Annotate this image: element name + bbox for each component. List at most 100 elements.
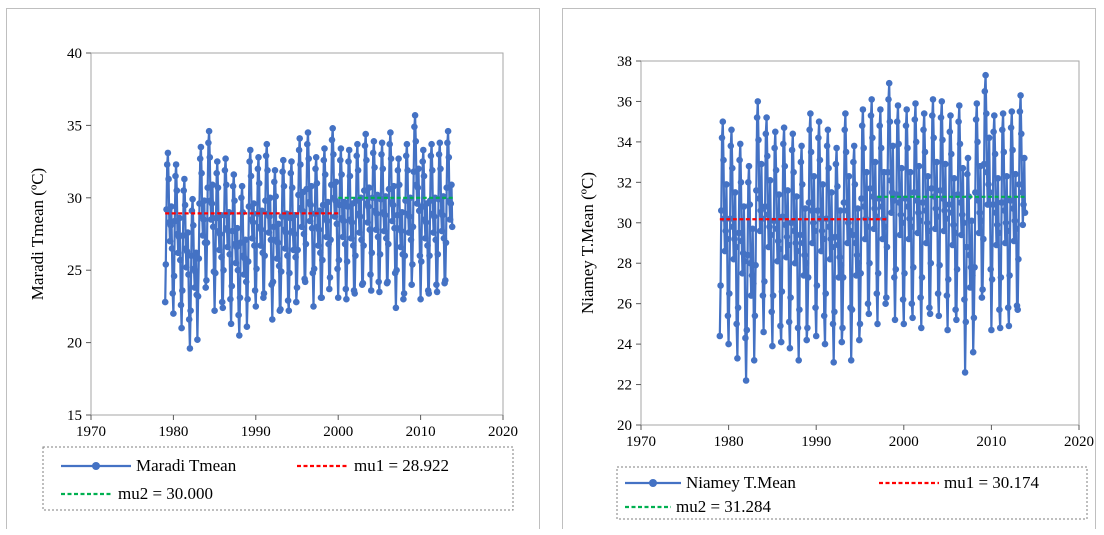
data-point xyxy=(1004,227,1011,235)
data-point xyxy=(231,197,238,204)
data-point xyxy=(229,227,236,235)
data-point xyxy=(788,219,795,227)
data-point xyxy=(413,200,421,207)
data-point xyxy=(295,191,302,199)
data-point xyxy=(942,160,949,168)
data-point xyxy=(966,251,973,259)
data-point xyxy=(902,122,910,129)
data-point xyxy=(181,175,188,183)
data-point xyxy=(318,294,326,302)
data-point xyxy=(996,306,1003,314)
data-point xyxy=(759,292,767,299)
data-point xyxy=(369,149,377,157)
data-point xyxy=(972,116,980,123)
data-point xyxy=(315,242,322,249)
data-point xyxy=(398,227,405,235)
data-point xyxy=(924,173,932,180)
data-point xyxy=(742,334,749,342)
data-point xyxy=(825,164,832,172)
data-point xyxy=(319,201,327,209)
data-point xyxy=(823,142,831,150)
data-point xyxy=(959,164,967,172)
data-point xyxy=(720,156,727,164)
data-point xyxy=(313,180,321,187)
y-tick-label: 22 xyxy=(617,378,632,394)
data-point xyxy=(352,252,359,259)
data-point xyxy=(748,272,756,279)
data-point xyxy=(774,257,781,265)
data-point xyxy=(430,229,437,236)
niamey-chart: 20 22 24 26 28 30 32 34 36 38 1970 1980 1990 2000 2010… xyxy=(578,54,1094,520)
legend-entry: mu2 = 31.284 xyxy=(676,497,772,516)
data-point xyxy=(389,217,396,225)
data-point xyxy=(923,239,930,247)
data-point xyxy=(849,231,856,239)
data-point xyxy=(200,216,207,223)
data-point xyxy=(763,114,770,121)
data-point xyxy=(784,187,791,194)
data-point xyxy=(772,128,779,136)
data-point xyxy=(864,223,871,231)
data-point xyxy=(820,235,827,243)
data-point xyxy=(756,227,764,235)
data-point xyxy=(219,304,227,312)
data-point xyxy=(300,230,308,238)
data-point xyxy=(734,355,741,362)
data-point xyxy=(719,118,727,125)
data-point xyxy=(856,336,863,344)
data-point xyxy=(177,256,184,264)
data-point xyxy=(327,236,334,244)
data-point xyxy=(923,219,931,227)
data-point xyxy=(901,270,908,277)
data-point xyxy=(265,229,273,236)
x-tick-label: 2020 xyxy=(488,424,518,440)
data-point xyxy=(363,156,370,164)
data-point xyxy=(992,209,1000,216)
data-point xyxy=(988,276,996,283)
data-point xyxy=(729,223,737,231)
data-point xyxy=(727,142,735,150)
data-point xyxy=(436,139,444,147)
x-tick-label: 1970 xyxy=(76,424,106,440)
data-point xyxy=(278,213,286,220)
data-point xyxy=(938,98,946,105)
data-point xyxy=(819,181,827,188)
data-point xyxy=(799,239,807,247)
data-point xyxy=(1007,197,1014,204)
data-point xyxy=(822,290,829,297)
data-point xyxy=(906,215,913,222)
data-point xyxy=(928,185,935,192)
data-point xyxy=(337,156,344,164)
data-point xyxy=(828,189,835,196)
data-point xyxy=(437,165,444,173)
data-point xyxy=(886,118,894,125)
data-point xyxy=(739,270,746,277)
data-point xyxy=(393,266,400,274)
data-point xyxy=(315,226,323,233)
data-point xyxy=(266,213,273,220)
data-point xyxy=(722,227,729,235)
data-point xyxy=(163,161,171,168)
data-point xyxy=(946,128,954,136)
data-point xyxy=(236,332,243,339)
data-point xyxy=(1017,92,1024,99)
data-point xyxy=(296,135,304,142)
data-point xyxy=(414,184,422,191)
data-point xyxy=(996,324,1004,332)
data-point xyxy=(845,173,853,180)
data-point xyxy=(969,348,977,356)
data-point xyxy=(201,197,208,204)
data-point xyxy=(919,199,927,206)
data-point xyxy=(312,165,319,173)
data-point xyxy=(747,292,755,299)
data-point xyxy=(812,332,820,340)
legend-entry: mu1 = 30.174 xyxy=(944,473,1040,492)
data-point xyxy=(950,175,958,182)
data-point xyxy=(285,307,293,315)
data-point xyxy=(378,151,385,158)
data-point xyxy=(927,259,935,267)
data-point xyxy=(1004,304,1012,312)
data-point xyxy=(766,223,773,231)
y-tick-label: 34 xyxy=(617,135,633,151)
x-tick-label: 1970 xyxy=(626,434,656,450)
